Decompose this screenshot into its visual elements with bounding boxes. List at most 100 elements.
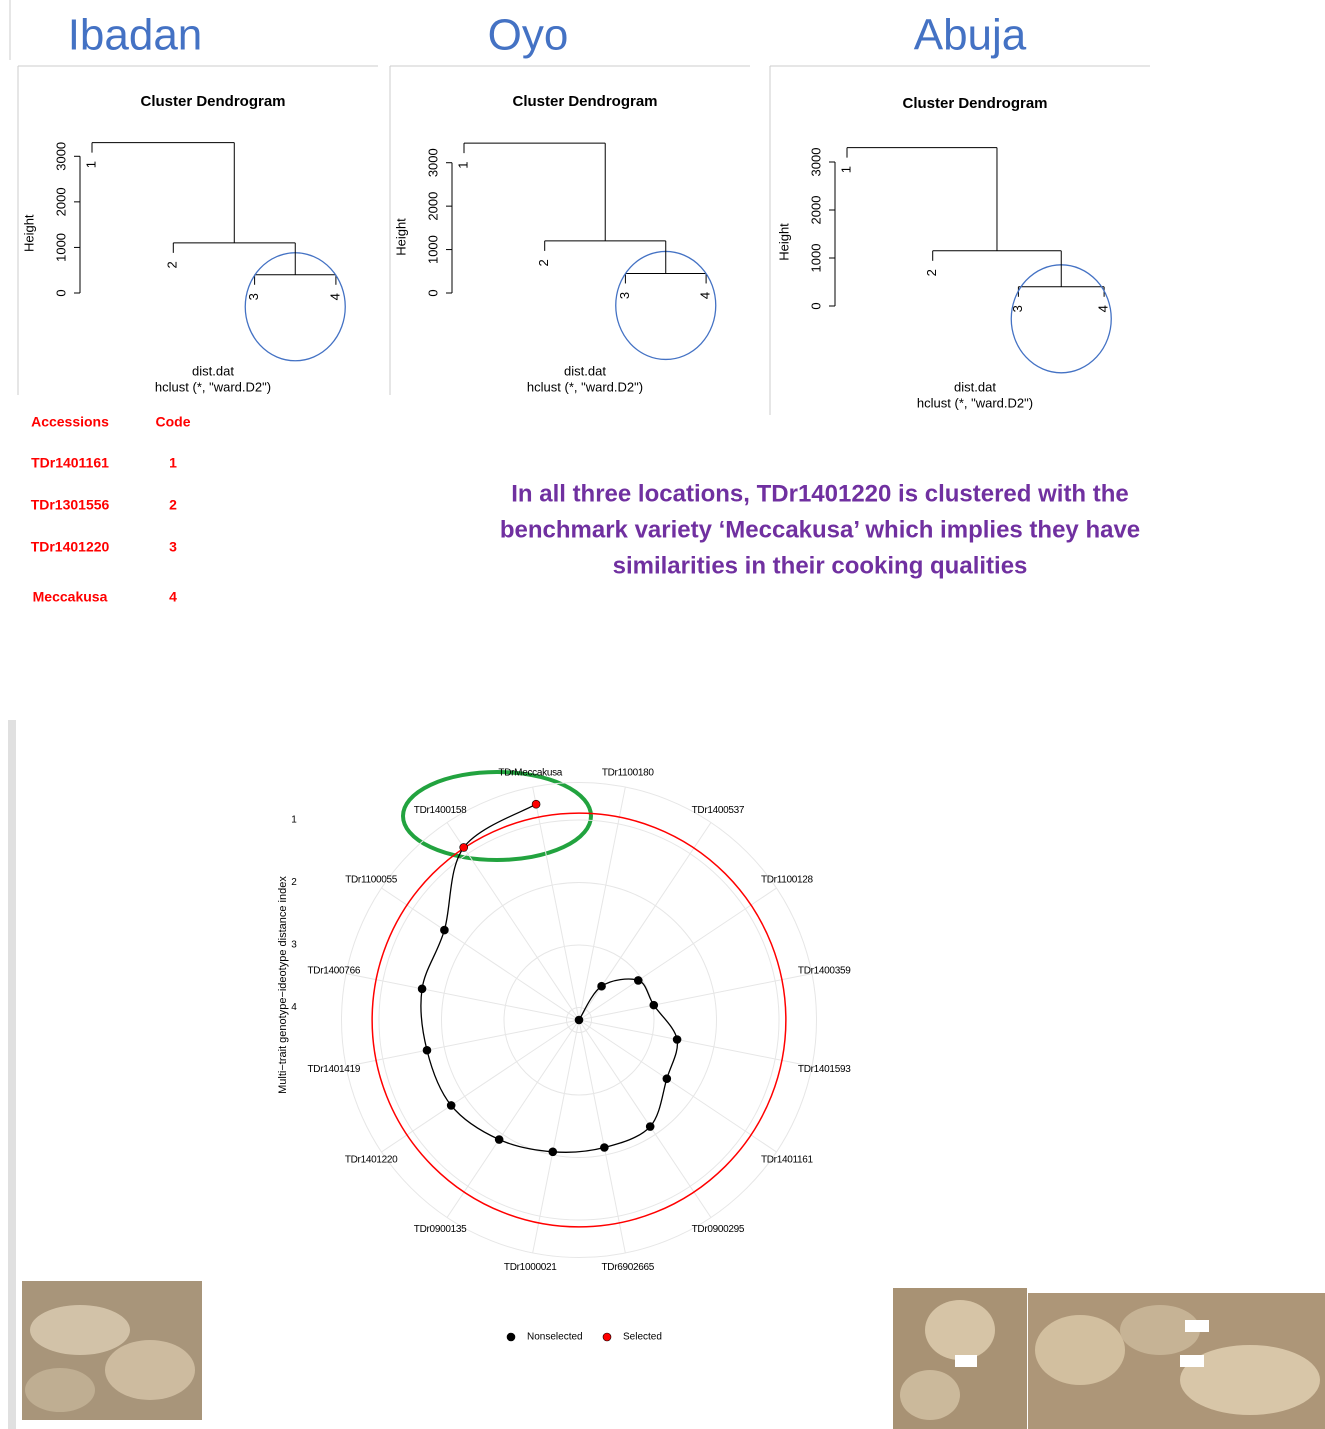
y-label: Multi−trait genotype−ideotype distance i… bbox=[277, 876, 289, 1094]
legend-label: Selected bbox=[623, 1332, 662, 1343]
point bbox=[633, 976, 643, 985]
y-tick-label: 1 bbox=[291, 815, 297, 826]
category-label: TDr1100128 bbox=[761, 875, 814, 886]
y-tick-label: 0 bbox=[53, 289, 68, 296]
leaf-label: 1 bbox=[83, 161, 98, 168]
y-label: Height bbox=[393, 218, 408, 256]
leaf-label: 1 bbox=[455, 162, 470, 169]
leaf-label: 4 bbox=[698, 292, 713, 299]
tag bbox=[1180, 1355, 1204, 1367]
spoke bbox=[578, 887, 777, 1021]
x-label: dist.dat bbox=[564, 363, 606, 378]
table-cell: 1 bbox=[169, 455, 177, 471]
conclusion-line: similarities in their cooking qualities bbox=[613, 552, 1028, 579]
point bbox=[662, 1074, 672, 1083]
tuber bbox=[105, 1340, 195, 1400]
category-label: TDr1401593 bbox=[798, 1064, 851, 1075]
category-label: TDr1000021 bbox=[504, 1262, 557, 1273]
spoke bbox=[578, 786, 626, 1021]
category-label: TDr1401161 bbox=[761, 1155, 814, 1166]
point bbox=[600, 1143, 609, 1152]
legend-marker bbox=[506, 1332, 516, 1342]
point bbox=[645, 1122, 655, 1131]
line bbox=[420, 803, 679, 1153]
y-tick-label: 3000 bbox=[425, 148, 440, 177]
spoke bbox=[532, 786, 580, 1021]
category-label: TDr0900135 bbox=[414, 1224, 467, 1235]
sub-label: hclust (*, "ward.D2") bbox=[527, 379, 643, 394]
point bbox=[672, 1035, 682, 1044]
leaf-label: 1 bbox=[838, 166, 853, 173]
leaf-label: 3 bbox=[617, 292, 632, 299]
spoke bbox=[345, 973, 580, 1021]
y-tick-label: 2 bbox=[291, 877, 297, 888]
point bbox=[417, 984, 427, 994]
table-cell: 3 bbox=[169, 539, 177, 555]
spoke bbox=[578, 1019, 813, 1067]
point bbox=[494, 1135, 504, 1144]
leaf-label: 4 bbox=[327, 293, 342, 300]
conclusion-line: benchmark variety ‘Meccakusa’ which impl… bbox=[500, 516, 1140, 543]
y-label: Height bbox=[21, 214, 36, 252]
y-tick-label: 2000 bbox=[53, 187, 68, 216]
tuber bbox=[925, 1300, 995, 1360]
leaf-label: 3 bbox=[246, 293, 261, 300]
x-label: dist.dat bbox=[192, 363, 234, 378]
chart-title: Cluster Dendrogram bbox=[512, 93, 657, 110]
legend-marker bbox=[602, 1332, 612, 1342]
location-title: Abuja bbox=[914, 11, 1027, 60]
y-tick-label: 3000 bbox=[53, 142, 68, 171]
leaf-label: 2 bbox=[536, 259, 551, 266]
table-header: Code bbox=[156, 414, 191, 430]
spoke bbox=[345, 1019, 580, 1067]
spoke bbox=[381, 887, 580, 1021]
category-label: TDr1401220 bbox=[345, 1155, 398, 1166]
point bbox=[574, 1015, 584, 1025]
category-label: TDr1400359 bbox=[798, 965, 851, 976]
leaf-label: 2 bbox=[165, 261, 180, 268]
table-cell: TDr1401161 bbox=[31, 455, 109, 471]
y-label: Height bbox=[776, 223, 791, 261]
category-label: TDr1400537 bbox=[692, 805, 745, 816]
legend-label: Nonselected bbox=[527, 1332, 583, 1343]
left-bar bbox=[8, 720, 16, 1429]
y-tick-label: 1000 bbox=[808, 244, 823, 273]
category-label: TDr1401419 bbox=[308, 1064, 361, 1075]
chart-title: Cluster Dendrogram bbox=[140, 93, 285, 110]
tuber bbox=[1120, 1305, 1200, 1355]
y-tick-label: 3 bbox=[291, 940, 297, 951]
spoke bbox=[578, 1019, 626, 1254]
table-cell: 4 bbox=[169, 589, 177, 605]
tag bbox=[955, 1355, 977, 1367]
point bbox=[531, 799, 541, 809]
category-label: TDr6902665 bbox=[601, 1262, 654, 1273]
tuber bbox=[900, 1370, 960, 1420]
tuber bbox=[25, 1368, 95, 1412]
chart-title: Cluster Dendrogram bbox=[902, 95, 1047, 112]
table-header: Accessions bbox=[31, 414, 109, 430]
y-tick-label: 1000 bbox=[425, 235, 440, 264]
conclusion-line: In all three locations, TDr1401220 is cl… bbox=[511, 480, 1129, 507]
category-label: TDr1400158 bbox=[414, 805, 467, 816]
y-tick-label: 1000 bbox=[53, 233, 68, 262]
tag bbox=[1185, 1320, 1209, 1332]
leaf-label: 3 bbox=[1010, 305, 1025, 312]
category-label: TDr1100180 bbox=[602, 767, 655, 778]
grid-circle bbox=[341, 782, 817, 1258]
sub-label: hclust (*, "ward.D2") bbox=[155, 379, 271, 394]
grid-circle bbox=[378, 819, 780, 1221]
table-cell: TDr1401220 bbox=[31, 539, 110, 555]
table-cell: TDr1301556 bbox=[31, 497, 110, 513]
point bbox=[422, 1045, 432, 1055]
leaf-label: 2 bbox=[924, 269, 939, 276]
y-tick-label: 2000 bbox=[425, 192, 440, 221]
leaf-label: 4 bbox=[1096, 305, 1111, 312]
point bbox=[597, 981, 606, 991]
y-tick-label: 2000 bbox=[808, 196, 823, 225]
table-cell: Meccakusa bbox=[33, 589, 108, 605]
photo bbox=[22, 1281, 202, 1420]
tuber bbox=[1035, 1315, 1125, 1385]
cutoff-circle bbox=[371, 812, 787, 1228]
spoke bbox=[532, 1019, 580, 1254]
